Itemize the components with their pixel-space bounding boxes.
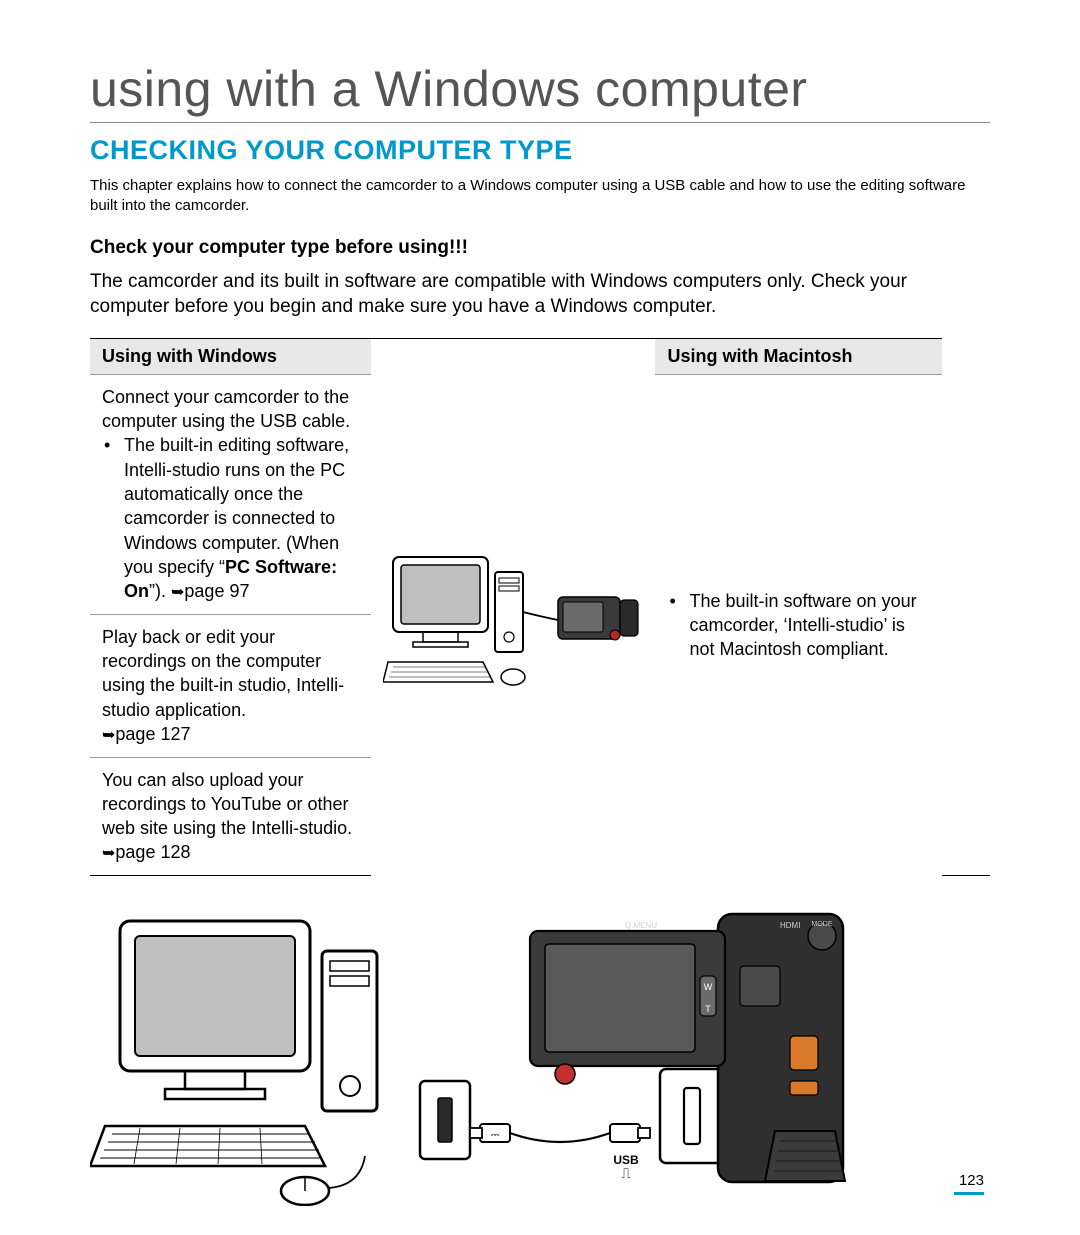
page-title: using with a Windows computer <box>90 60 990 123</box>
computer-camcorder-small-icon <box>383 542 643 702</box>
svg-text:MODE: MODE <box>812 921 833 928</box>
intro-text: This chapter explains how to connect the… <box>90 176 990 217</box>
arrow-right-icon: ➥ <box>102 725 115 747</box>
compatibility-table: Using with Windows Using with Macintosh … <box>90 338 990 876</box>
table-row: The built-in software on your camcorder,… <box>655 374 942 875</box>
computer-camcorder-usb-diagram-icon: ⎓ USB ⎍ W T HDMI Q.MENU MODE <box>90 906 850 1206</box>
table-row: Play back or edit your recordings on the… <box>90 614 371 757</box>
subheading: Check your computer type before using!!! <box>90 237 990 259</box>
arrow-right-icon: ➥ <box>102 843 115 865</box>
svg-text:W: W <box>704 982 713 992</box>
table-row: Connect your camcorder to the computer u… <box>90 374 371 614</box>
cell-text: Connect your camcorder to the computer u… <box>102 387 350 431</box>
usb-plug-icon: ⎓ <box>491 1129 500 1141</box>
page-number: 123 <box>959 1172 984 1189</box>
list-item: The built-in software on your camcorder,… <box>685 589 930 662</box>
usb-trident-icon: ⎍ <box>621 1165 631 1181</box>
svg-text:HDMI: HDMI <box>780 921 800 930</box>
table-row: You can also upload your recordings to Y… <box>90 757 371 875</box>
section-heading: CHECKING YOUR COMPUTER TYPE <box>90 135 990 166</box>
body-text: The camcorder and its built in software … <box>90 269 990 320</box>
table-header-mac: Using with Macintosh <box>655 338 942 374</box>
table-header-windows: Using with Windows <box>90 338 371 374</box>
page-number-underline <box>954 1192 984 1195</box>
arrow-right-icon: ➥ <box>171 582 184 604</box>
svg-text:Q.MENU: Q.MENU <box>625 921 657 930</box>
svg-text:T: T <box>705 1004 711 1014</box>
list-item: The built-in editing software, Intelli-s… <box>120 433 359 603</box>
diagram-small-cell <box>371 374 655 875</box>
